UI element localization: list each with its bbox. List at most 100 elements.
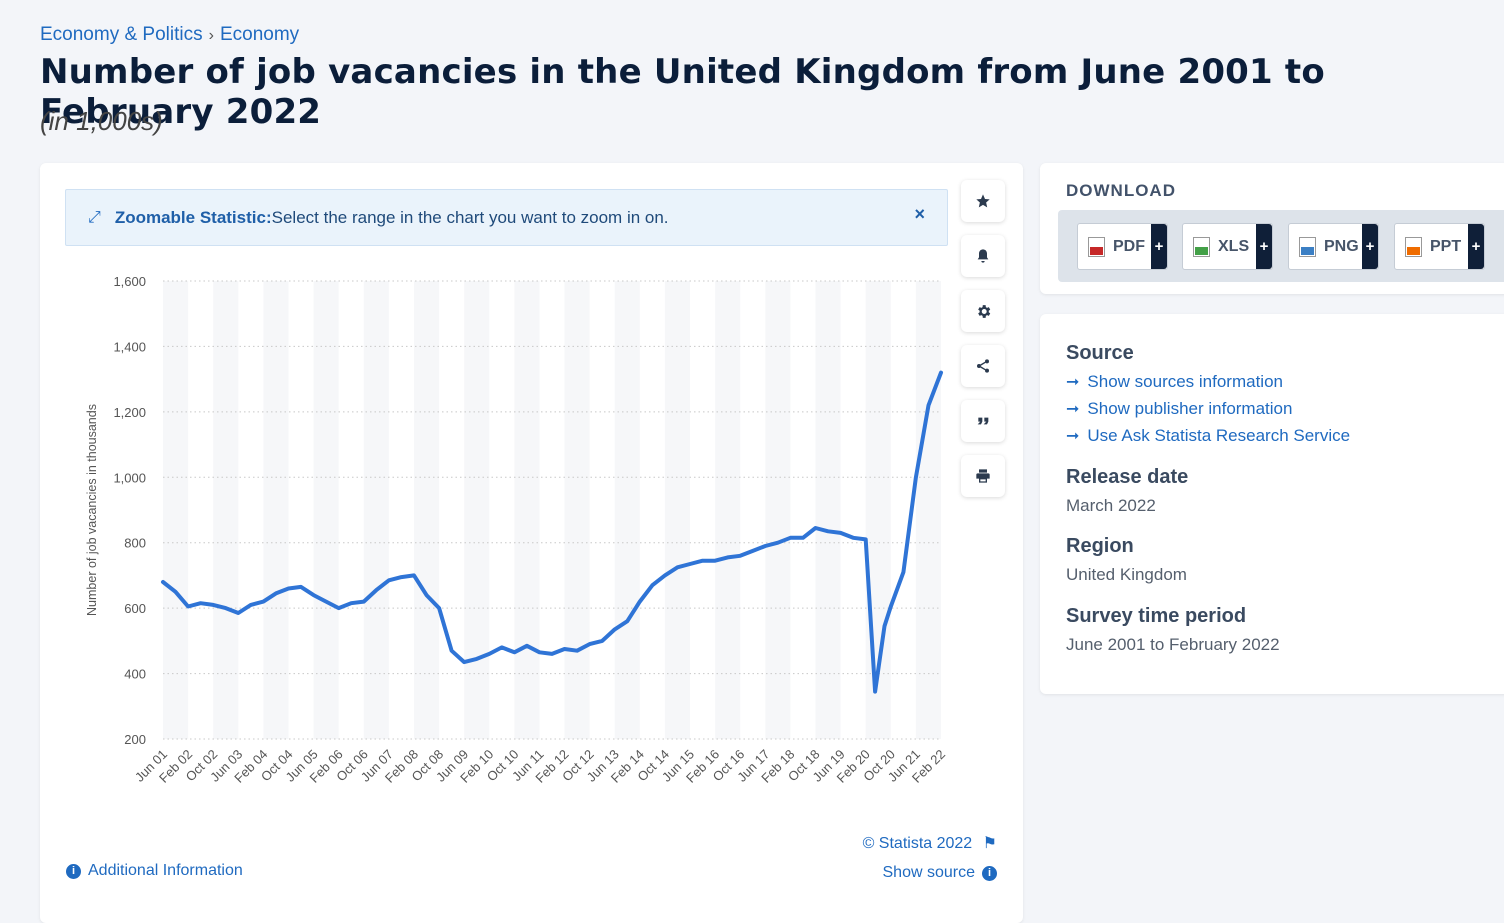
plus-icon: + <box>1468 224 1484 269</box>
chart-band <box>915 281 941 739</box>
png-file-icon <box>1299 236 1316 257</box>
data-point <box>450 649 454 653</box>
data-point <box>826 529 830 533</box>
data-point <box>462 660 466 664</box>
download-ppt-button[interactable]: PPT + <box>1394 223 1485 270</box>
data-point <box>199 601 203 605</box>
data-point <box>763 544 767 548</box>
show-publisher-link[interactable]: ➞ Show publisher information <box>1066 399 1292 419</box>
data-point <box>387 578 391 582</box>
arrow-right-icon: ➞ <box>1066 401 1080 418</box>
source-heading: Source <box>1066 342 1134 364</box>
plus-icon: + <box>1362 224 1378 269</box>
data-point <box>751 549 755 553</box>
zoom-banner-text: Select the range in the chart you want t… <box>271 207 669 227</box>
data-point <box>563 647 567 651</box>
page-subtitle: (in 1,000s) <box>40 106 163 136</box>
pdf-file-icon <box>1088 236 1105 257</box>
download-pdf-button[interactable]: PDF + <box>1077 223 1168 270</box>
data-point <box>362 600 366 604</box>
download-card: DOWNLOAD PDF + XLS + PNG + PPT + <box>1040 163 1504 294</box>
data-point <box>286 587 290 591</box>
data-point <box>851 536 855 540</box>
data-point <box>487 652 491 656</box>
download-xls-label: XLS <box>1218 237 1250 255</box>
data-point <box>324 600 328 604</box>
data-point <box>713 559 717 563</box>
statista-copyright[interactable]: © Statista 2022 ⚑ <box>863 833 997 853</box>
y-tick-label: 200 <box>124 732 146 747</box>
show-source-link[interactable]: Show source i <box>883 864 997 882</box>
data-point <box>299 585 303 589</box>
data-point <box>588 642 592 646</box>
print-button[interactable] <box>961 455 1005 497</box>
breadcrumb-economy-politics[interactable]: Economy & Politics <box>40 24 203 45</box>
share-button[interactable] <box>961 345 1005 387</box>
data-point <box>349 601 353 605</box>
data-point <box>873 690 877 694</box>
arrow-right-icon: ➞ <box>1066 428 1080 445</box>
zoom-banner-close-button[interactable]: × <box>914 204 925 224</box>
release-date-heading: Release date <box>1066 466 1189 488</box>
data-point <box>801 536 805 540</box>
data-point <box>412 573 416 577</box>
data-point <box>186 605 190 609</box>
data-point <box>437 606 441 610</box>
data-point <box>688 562 692 566</box>
download-png-button[interactable]: PNG + <box>1288 223 1379 270</box>
region-value: United Kingdom <box>1066 565 1187 584</box>
download-xls-button[interactable]: XLS + <box>1182 223 1273 270</box>
data-point <box>161 580 165 584</box>
print-icon <box>976 469 990 483</box>
line-chart[interactable]: 200 400 600 800 1,000 1,200 1,400 1,600 Number o… <box>40 163 1023 823</box>
statistic-details-card: Source ➞ Show sources information ➞ Show… <box>1040 314 1504 694</box>
data-point <box>663 573 667 577</box>
chart-band <box>313 281 339 739</box>
favorite-button[interactable] <box>961 180 1005 222</box>
download-title: DOWNLOAD <box>1066 181 1176 200</box>
show-sources-link[interactable]: ➞ Show sources information <box>1066 372 1283 392</box>
y-axis-title: Number of job vacancies in thousands <box>85 404 99 616</box>
chart-band <box>664 281 691 739</box>
data-point <box>839 531 843 535</box>
data-point <box>312 593 316 597</box>
chart-band <box>263 281 289 739</box>
share-icon <box>977 359 989 373</box>
show-publisher-label: Show publisher information <box>1087 399 1293 418</box>
page-title: Number of job vacancies in the United Ki… <box>40 52 1325 132</box>
chart-band <box>413 281 440 739</box>
download-pdf-label: PDF <box>1113 237 1145 255</box>
plus-icon: + <box>1151 224 1167 269</box>
gear-icon <box>977 304 990 318</box>
data-point <box>337 606 341 610</box>
data-point <box>738 554 742 558</box>
info-icon: i <box>66 863 81 879</box>
data-point <box>625 619 629 623</box>
chart-card: ⤢ Zoomable Statistic: Select the range i… <box>40 163 1023 923</box>
data-point <box>236 611 240 615</box>
ask-statista-link[interactable]: ➞ Use Ask Statista Research Service <box>1066 426 1350 446</box>
data-point <box>726 555 730 559</box>
data-point <box>650 583 654 587</box>
download-tray: PDF + XLS + PNG + PPT + <box>1058 210 1504 282</box>
chart-band <box>715 281 741 739</box>
region-heading: Region <box>1066 535 1134 557</box>
data-point <box>638 600 642 604</box>
data-point <box>926 403 930 407</box>
y-tick-label: 400 <box>124 667 146 682</box>
chart-band <box>213 281 239 739</box>
breadcrumb-economy[interactable]: Economy <box>219 24 300 45</box>
cite-button[interactable] <box>961 400 1005 442</box>
data-point <box>788 536 792 540</box>
quote-icon <box>977 417 989 425</box>
notification-button[interactable] <box>961 235 1005 277</box>
data-point <box>475 657 479 661</box>
data-point <box>537 650 541 654</box>
info-icon: i <box>982 865 997 881</box>
settings-button[interactable] <box>961 290 1005 332</box>
data-point <box>399 575 403 579</box>
chart-band <box>464 281 490 739</box>
data-point <box>939 371 943 375</box>
data-point <box>374 588 378 592</box>
additional-information-link[interactable]: i Additional Information <box>66 862 243 880</box>
